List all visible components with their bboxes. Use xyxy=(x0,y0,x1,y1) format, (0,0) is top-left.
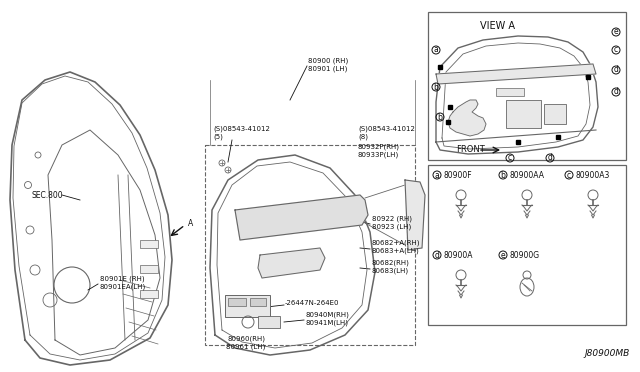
Text: 80682(RH): 80682(RH) xyxy=(372,260,410,266)
Text: 80901 (LH): 80901 (LH) xyxy=(308,65,348,71)
Text: c: c xyxy=(567,170,571,180)
Text: d: d xyxy=(548,154,552,163)
Text: a: a xyxy=(434,45,438,55)
Text: 80901EA(LH): 80901EA(LH) xyxy=(100,283,147,289)
Bar xyxy=(428,165,626,325)
Text: 80900G: 80900G xyxy=(510,250,540,260)
Text: b: b xyxy=(500,170,506,180)
Bar xyxy=(496,88,524,96)
Text: (5): (5) xyxy=(213,133,223,140)
Text: 80923 (LH): 80923 (LH) xyxy=(372,223,412,230)
Text: 80961 (LH): 80961 (LH) xyxy=(227,343,266,350)
Polygon shape xyxy=(405,180,425,250)
Text: 80922 (RH): 80922 (RH) xyxy=(372,215,412,221)
Text: SEC.800: SEC.800 xyxy=(32,190,63,199)
Polygon shape xyxy=(235,195,368,240)
Text: 80933P(LH): 80933P(LH) xyxy=(358,151,399,157)
Bar xyxy=(506,100,541,128)
Text: -26447N-264E0: -26447N-264E0 xyxy=(285,300,339,306)
Text: 80940M(RH): 80940M(RH) xyxy=(306,311,350,317)
Text: 80901E (RH): 80901E (RH) xyxy=(100,275,145,282)
Bar xyxy=(225,295,270,317)
Text: c: c xyxy=(508,154,512,163)
Text: 80900AA: 80900AA xyxy=(510,170,545,180)
Text: e: e xyxy=(614,28,618,36)
Bar xyxy=(140,240,158,248)
Text: 80932P(RH): 80932P(RH) xyxy=(358,143,400,150)
Text: 80960(RH): 80960(RH) xyxy=(227,335,265,341)
Text: 80900A3: 80900A3 xyxy=(576,170,611,180)
Text: b: b xyxy=(433,83,438,92)
Bar xyxy=(228,298,246,306)
Text: VIEW A: VIEW A xyxy=(481,21,515,31)
Text: 80683+A(LH): 80683+A(LH) xyxy=(372,248,420,254)
Text: b: b xyxy=(438,112,442,122)
Bar xyxy=(544,104,566,124)
Bar xyxy=(250,298,266,306)
Text: 80900 (RH): 80900 (RH) xyxy=(308,57,348,64)
Text: d: d xyxy=(614,65,618,74)
Bar xyxy=(258,316,280,328)
Text: 80683(LH): 80683(LH) xyxy=(372,268,409,275)
Polygon shape xyxy=(448,100,486,136)
Text: FRONT: FRONT xyxy=(456,145,484,154)
Text: 80900F: 80900F xyxy=(444,170,472,180)
Bar xyxy=(428,12,626,160)
Bar xyxy=(140,290,158,298)
Text: A: A xyxy=(188,218,193,228)
Text: 80682+A(RH): 80682+A(RH) xyxy=(372,240,420,247)
Text: 80900A: 80900A xyxy=(444,250,474,260)
Polygon shape xyxy=(436,64,596,84)
Bar xyxy=(205,145,415,345)
Polygon shape xyxy=(258,248,325,278)
Text: c: c xyxy=(614,45,618,55)
Text: d: d xyxy=(614,87,618,96)
Text: d: d xyxy=(435,250,440,260)
Text: J80900MB: J80900MB xyxy=(585,349,630,358)
Bar xyxy=(140,265,158,273)
Text: a: a xyxy=(435,170,440,180)
Text: (S)08543-41012: (S)08543-41012 xyxy=(358,125,415,131)
Text: 80941M(LH): 80941M(LH) xyxy=(306,319,349,326)
Text: e: e xyxy=(500,250,506,260)
Text: (8): (8) xyxy=(358,133,368,140)
Text: (S)08543-41012: (S)08543-41012 xyxy=(213,125,270,131)
